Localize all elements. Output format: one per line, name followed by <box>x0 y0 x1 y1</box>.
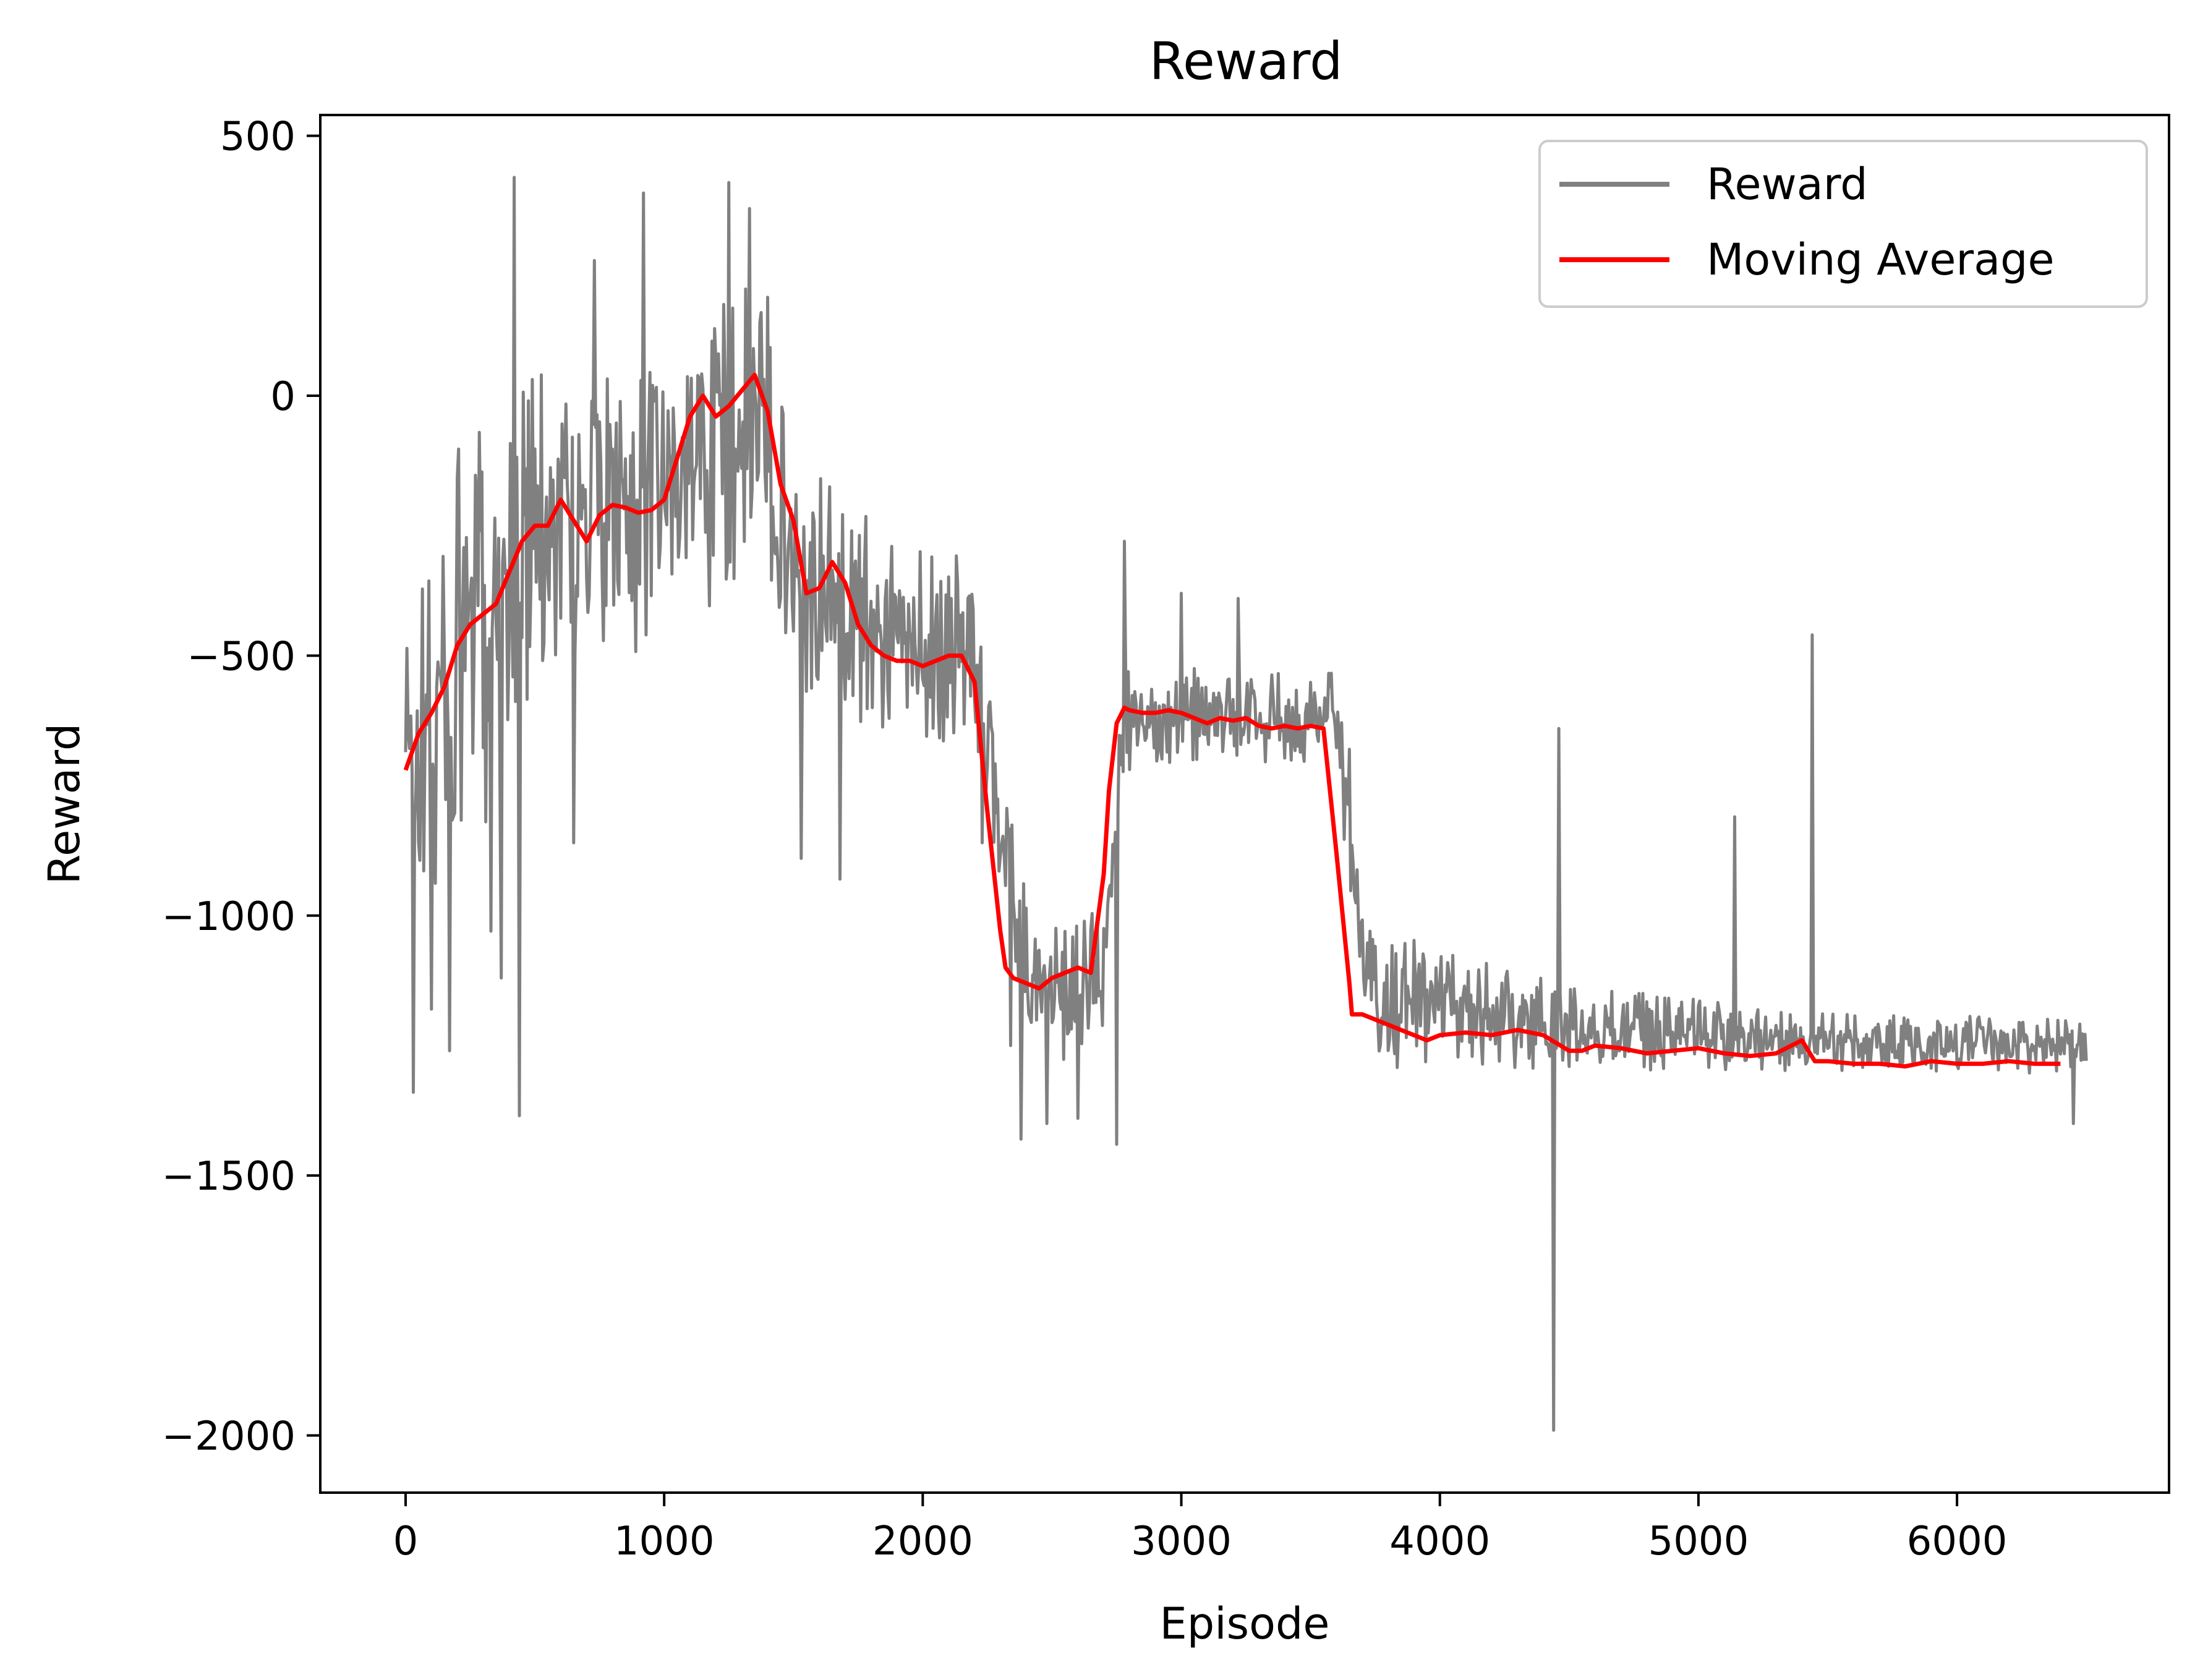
x-tick-label: 5000 <box>1648 1519 1749 1564</box>
raw-reward-layer <box>404 176 2088 1432</box>
x-axis: 0 1000 2000 3000 4000 5000 6000 <box>393 1493 2008 1564</box>
reward-series-line <box>404 176 2088 1432</box>
x-axis-label: Episode <box>1160 1598 1330 1649</box>
moving-average-series-line <box>403 372 2061 1069</box>
x-tick-label: 3000 <box>1131 1519 1232 1564</box>
x-tick-label: 1000 <box>614 1519 715 1564</box>
y-tick-label: 500 <box>220 114 296 160</box>
plot-frame <box>319 114 2170 1494</box>
legend-label-moving-average: Moving Average <box>1707 234 2055 285</box>
chart-title: Reward <box>1149 31 1343 92</box>
y-axis: 500 0 −500 −1000 −1500 −2000 <box>162 114 320 1460</box>
y-tick-label: −1500 <box>162 1154 296 1200</box>
moving-average-layer <box>403 372 2061 1069</box>
legend-box <box>1538 140 2148 308</box>
x-tick-label: 2000 <box>872 1519 973 1564</box>
legend: Reward Moving Average <box>1538 140 2148 308</box>
x-tick-label: 6000 <box>1907 1519 2008 1564</box>
y-tick-label: −2000 <box>162 1414 296 1460</box>
y-axis-label: Reward <box>39 723 90 885</box>
plot-area <box>403 176 2088 1432</box>
x-tick-label: 4000 <box>1389 1519 1490 1564</box>
legend-label-reward: Reward <box>1707 159 1868 210</box>
y-tick-label: 0 <box>270 374 296 420</box>
y-tick-label: −1000 <box>162 894 296 940</box>
x-tick-label: 0 <box>393 1519 419 1564</box>
y-tick-label: −500 <box>187 634 296 680</box>
